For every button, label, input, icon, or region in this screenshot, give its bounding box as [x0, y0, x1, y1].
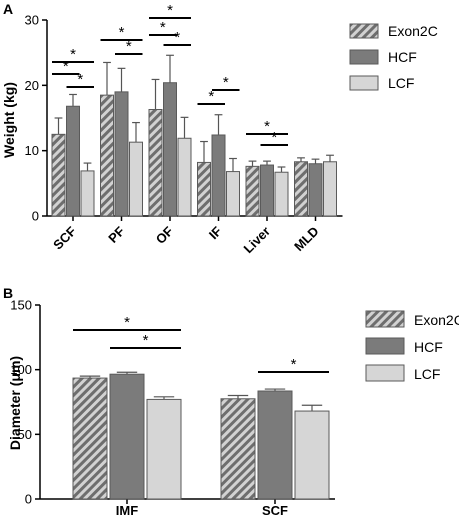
panel-b-significance: * * * [73, 314, 329, 373]
panel-b-y-axis-label: Diameter (μm) [7, 356, 23, 450]
bar-hcf-mld [308, 163, 323, 217]
significance-star: * [70, 46, 76, 63]
bar-lcf-mld [323, 161, 337, 217]
significance-star: * [160, 19, 166, 36]
bar-exon2c-of [148, 109, 163, 217]
legend-label-lcf: LCF [414, 366, 440, 382]
bar-hcf-of [163, 82, 177, 217]
bar-exon2c-liver [245, 165, 260, 217]
x-tick-label: PF [105, 223, 127, 245]
legend-swatch-hcf [349, 49, 379, 65]
x-tick-label: SCF [262, 503, 288, 518]
bar-lcf-if [226, 171, 240, 217]
panel-b-legend: Exon2C HCF LCF [365, 310, 459, 382]
panel-a-chart: A Weight (kg) 0 10 20 30 SCF PF OF IF Liver MLD *… [1, 1, 438, 256]
significance-star: * [167, 2, 173, 19]
bar-lcf-liver [274, 171, 289, 217]
panel-a-legend: Exon2C HCF LCF [349, 23, 438, 91]
x-tick-label: Liver [241, 224, 274, 257]
x-tick-label: MLD [291, 224, 322, 255]
legend-label-hcf: HCF [414, 339, 443, 355]
y-tick-label: 100 [10, 362, 32, 377]
significance-star: * [291, 356, 297, 373]
bar-hcf-scf [257, 390, 293, 500]
panel-a-bars [51, 54, 337, 217]
significance-star: * [77, 71, 83, 88]
bar-hcf-imf [109, 373, 145, 500]
panel-a-y-axis-label: Weight (kg) [1, 82, 17, 158]
y-tick-label: 150 [10, 298, 32, 313]
legend-label-exon2c: Exon2C [414, 312, 459, 328]
bar-lcf-scf [80, 170, 95, 217]
bar-hcf-pf [114, 91, 129, 217]
panel-b-bars [72, 371, 330, 500]
legend-label-lcf: LCF [388, 75, 414, 91]
bar-exon2c-pf [100, 94, 114, 217]
bar-lcf-scf [294, 410, 330, 500]
legend-swatch-hcf [365, 337, 405, 355]
legend-swatch-exon2c [349, 23, 379, 39]
significance-star: * [126, 38, 132, 55]
y-tick-label: 30 [25, 13, 39, 28]
y-tick-label: 10 [25, 143, 39, 158]
significance-star: * [271, 129, 277, 146]
significance-star: * [63, 58, 69, 75]
panel-b-chart: B Diameter (μm) 0 50 100 150 IMF SCF * * * Exon… [3, 285, 459, 518]
y-tick-label: 0 [32, 209, 39, 224]
bar-lcf-of [177, 137, 192, 217]
y-tick-label: 20 [25, 78, 39, 93]
bar-exon2c-scf [51, 133, 66, 217]
panel-b-label: B [3, 285, 13, 301]
significance-star: * [143, 332, 149, 349]
bar-exon2c-if [197, 161, 211, 217]
legend-swatch-lcf [349, 75, 379, 91]
significance-star: * [223, 74, 229, 91]
significance-star: * [119, 24, 125, 41]
panel-a-label: A [3, 1, 13, 17]
significance-star: * [124, 314, 130, 331]
y-tick-label: 0 [25, 492, 32, 507]
legend-label-exon2c: Exon2C [388, 23, 438, 39]
x-tick-label: IMF [116, 503, 138, 518]
bar-hcf-liver [260, 164, 274, 217]
legend-swatch-exon2c [365, 310, 405, 328]
bar-lcf-imf [146, 398, 182, 500]
x-tick-label: SCF [50, 223, 79, 252]
bar-exon2c-scf [220, 398, 256, 500]
significance-star: * [208, 88, 214, 105]
legend-swatch-lcf [365, 364, 405, 382]
significance-star: * [264, 118, 270, 135]
x-tick-label: IF [206, 223, 225, 242]
bar-hcf-scf [66, 105, 80, 217]
bar-lcf-pf [129, 141, 143, 217]
bar-exon2c-imf [72, 377, 108, 500]
significance-star: * [174, 29, 180, 46]
panel-a-significance: ************ [52, 2, 288, 146]
bar-hcf-if [211, 134, 226, 217]
bar-exon2c-mld [294, 161, 308, 217]
x-tick-label: OF [153, 223, 176, 246]
legend-label-hcf: HCF [388, 49, 417, 65]
y-tick-label: 50 [18, 427, 32, 442]
